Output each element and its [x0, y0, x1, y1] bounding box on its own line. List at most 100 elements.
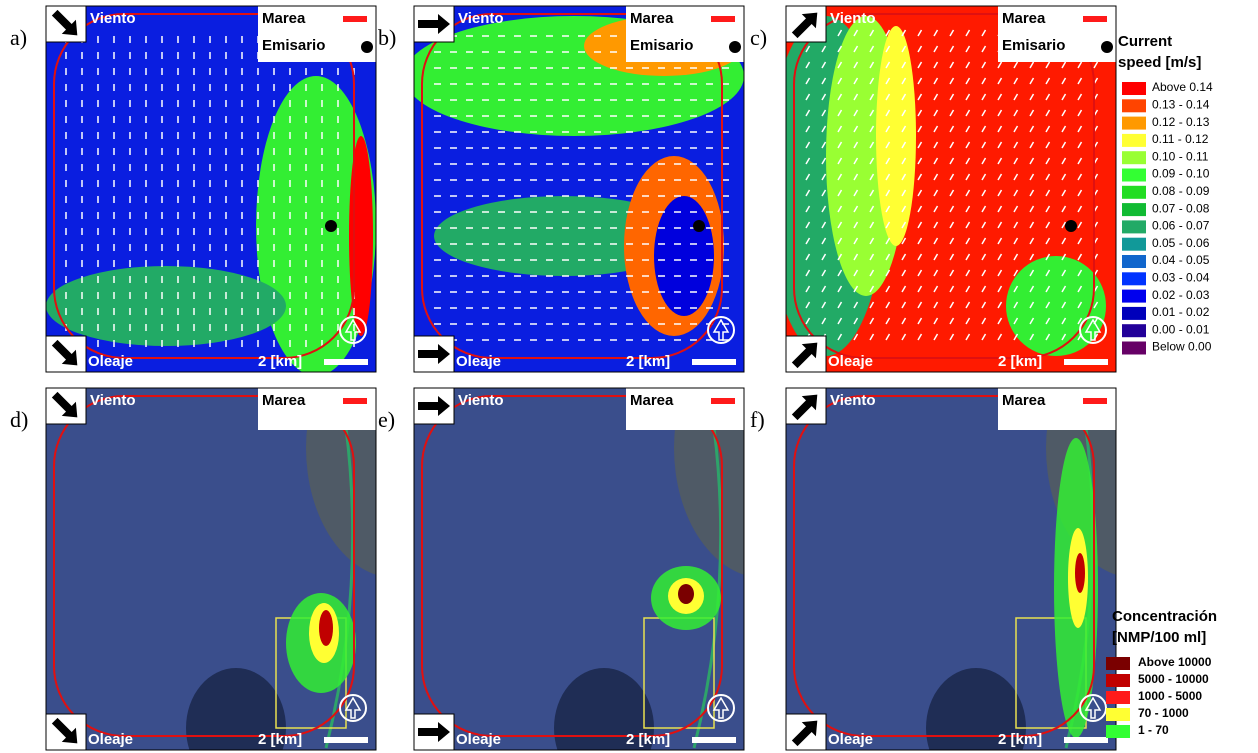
legend-label: 0.04 - 0.05: [1152, 253, 1210, 267]
waves-label: Oleaje: [456, 731, 501, 748]
tide-mark: [343, 398, 367, 404]
figure: a) Marea Emisario Viento Oleaje 2 [km] b) Marea…: [0, 0, 1258, 753]
legend-swatch: [1122, 99, 1146, 112]
legend-title: Current: [1118, 33, 1172, 50]
legend-swatch: [1122, 255, 1146, 268]
wind-label: Viento: [458, 392, 504, 409]
panel-label: b): [378, 25, 396, 50]
waves-label: Oleaje: [88, 353, 133, 370]
panel-label: f): [750, 407, 765, 432]
legend-label: Below 0.00: [1152, 340, 1212, 354]
legend-label: 1000 - 5000: [1138, 689, 1202, 703]
tide-label: Marea: [262, 10, 306, 27]
legend-label: 0.11 - 0.12: [1152, 132, 1209, 146]
tide-mark: [1083, 16, 1107, 22]
scale-label: 2 [km]: [258, 731, 302, 748]
legend-swatch: [1122, 151, 1146, 164]
tide-label: Marea: [262, 392, 306, 409]
scale-label: 2 [km]: [626, 353, 670, 370]
legend-label: 5000 - 10000: [1138, 672, 1209, 686]
panel-label: d): [10, 407, 28, 432]
legend-label: 0.10 - 0.11: [1152, 149, 1209, 163]
waves-label: Oleaje: [828, 353, 873, 370]
legend-label: 0.06 - 0.07: [1152, 219, 1210, 233]
map-body: Marea Viento Oleaje 2 [km]: [786, 318, 1226, 753]
legend-swatch: [1106, 725, 1130, 738]
legend-label: 0.05 - 0.06: [1152, 236, 1210, 250]
legend-label: 0.01 - 0.02: [1152, 305, 1210, 319]
legend-label: 0.12 - 0.13: [1152, 115, 1210, 129]
plume: [319, 610, 333, 646]
map-body: Marea Emisario Viento Oleaje 2 [km]: [766, 6, 1116, 373]
legend-label: Above 10000: [1138, 655, 1212, 669]
waves-label: Oleaje: [88, 731, 133, 748]
waves-label: Oleaje: [828, 731, 873, 748]
outfall-symbol: [729, 41, 741, 53]
legend-label: 0.09 - 0.10: [1152, 167, 1210, 181]
legend-label: Above 0.14: [1152, 80, 1213, 94]
legend-swatch: [1122, 117, 1146, 130]
map-body: Marea Emisario Viento Oleaje 2 [km]: [404, 6, 744, 372]
tide-mark: [711, 16, 735, 22]
scale-bar: [692, 737, 736, 743]
legend-swatch: [1122, 342, 1146, 355]
legend-label: 0.00 - 0.01: [1152, 322, 1210, 336]
scale-label: 2 [km]: [258, 353, 302, 370]
legend-swatch: [1122, 290, 1146, 303]
panel-label: c): [750, 25, 767, 50]
legend-swatch: [1106, 708, 1130, 721]
scale-label: 2 [km]: [998, 731, 1042, 748]
outfall-label: Emisario: [630, 37, 693, 54]
wind-label: Viento: [458, 10, 504, 27]
tide-mark: [343, 16, 367, 22]
legend-swatch: [1122, 324, 1146, 337]
tide-mark: [1083, 398, 1107, 404]
panel-label: a): [10, 25, 27, 50]
tide-label: Marea: [1002, 10, 1046, 27]
scale-bar: [692, 359, 736, 365]
legend-swatch: [1122, 272, 1146, 285]
plume: [1075, 553, 1085, 593]
tide-label: Marea: [1002, 392, 1046, 409]
legend-title: Concentración: [1112, 608, 1217, 625]
tide-mark: [711, 398, 735, 404]
outfall-position: [693, 220, 705, 232]
legend-label: 70 - 1000: [1138, 706, 1189, 720]
legend-swatch: [1122, 203, 1146, 216]
map-panel: Marea Viento Oleaje 2 [km]: [786, 318, 1226, 753]
wind-label: Viento: [90, 10, 136, 27]
speed-zone: [876, 26, 916, 246]
map-panel: MareaEmisarioVientoOleaje2 [km]: [46, 6, 376, 376]
tide-label: Marea: [630, 392, 674, 409]
wind-label: Viento: [830, 10, 876, 27]
outfall-position: [325, 220, 337, 232]
panel-label: e): [378, 407, 395, 432]
scale-bar: [1064, 359, 1108, 365]
legend-swatch: [1106, 657, 1130, 670]
scale-label: 2 [km]: [998, 353, 1042, 370]
legend-swatch: [1122, 134, 1146, 147]
legend-swatch: [1122, 238, 1146, 251]
legend-swatch: [1122, 307, 1146, 320]
legend-title: [NMP/100 ml]: [1112, 629, 1206, 646]
legend-swatch: [1106, 691, 1130, 704]
tide-label: Marea: [630, 10, 674, 27]
legend-title: speed [m/s]: [1118, 54, 1201, 71]
outfall-symbol: [361, 41, 373, 53]
wind-label: Viento: [90, 392, 136, 409]
outfall-position: [1065, 220, 1077, 232]
wind-label: Viento: [830, 392, 876, 409]
speed-zone: [654, 196, 714, 316]
waves-label: Oleaje: [456, 353, 501, 370]
map-panel: Marea Emisario Viento Oleaje 2 [km]: [404, 6, 744, 372]
scale-bar: [324, 737, 368, 743]
outfall-label: Emisario: [1002, 37, 1065, 54]
legend-label: 0.13 - 0.14: [1152, 97, 1210, 111]
legend-swatch: [1122, 220, 1146, 233]
legend-label: 0.08 - 0.09: [1152, 184, 1210, 198]
scale-label: 2 [km]: [626, 731, 670, 748]
legend-label: 0.03 - 0.04: [1152, 270, 1210, 284]
legend-swatch: [1122, 186, 1146, 199]
scale-bar: [1064, 737, 1108, 743]
scale-bar: [324, 359, 368, 365]
